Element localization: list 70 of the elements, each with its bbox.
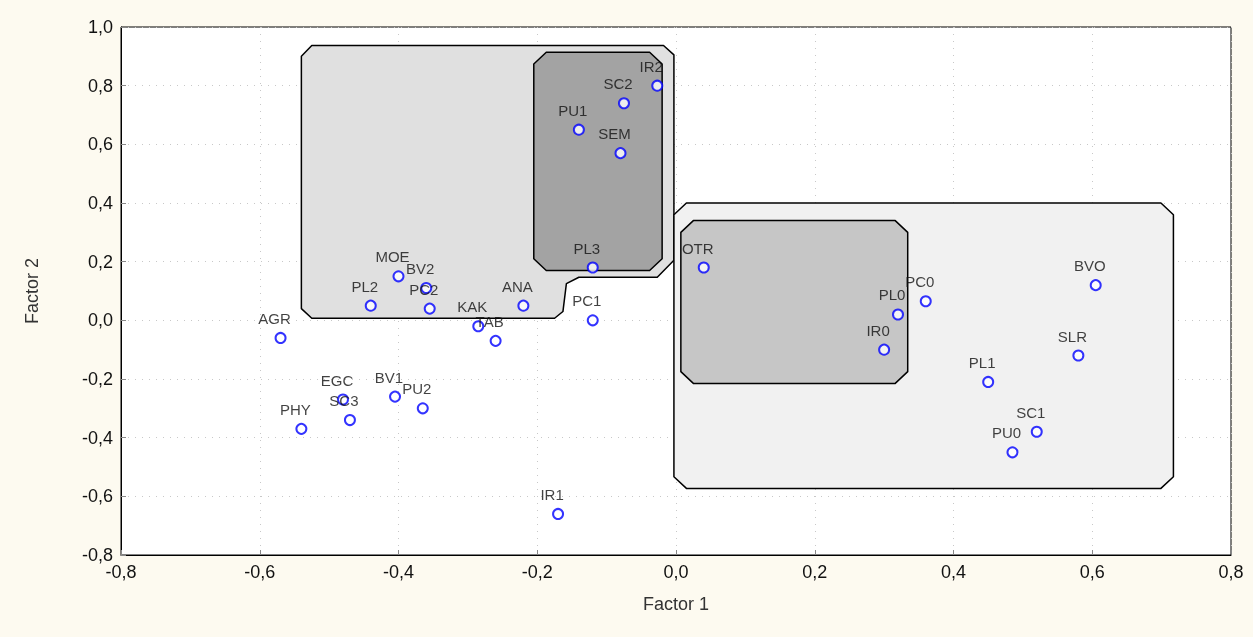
x-tick-label: 0,0: [663, 562, 689, 582]
y-tick-label: -0,6: [81, 486, 113, 507]
y-tick-label: 0,6: [87, 134, 113, 155]
x-tick-label: -0,2: [521, 562, 553, 582]
data-label: PHY: [279, 400, 311, 418]
point: [617, 97, 630, 110]
point: [364, 299, 377, 312]
data-label: SLR: [1057, 327, 1088, 345]
point: [389, 390, 402, 403]
data-label: PL2: [351, 277, 379, 295]
data-label: SC2: [603, 75, 633, 93]
data-label: BV1: [374, 368, 404, 386]
point: [892, 308, 904, 321]
point: [651, 79, 664, 92]
x-axis-title: Factor 1: [642, 594, 710, 614]
point: [416, 402, 429, 415]
point: [392, 270, 405, 283]
point: [295, 422, 308, 435]
point: [274, 331, 287, 344]
x-tick-label: 0,4: [940, 562, 967, 582]
y-tick-label: 0,4: [87, 193, 113, 213]
point: [552, 507, 565, 520]
data-label: IR1: [540, 485, 564, 503]
x-tick-label: -0,8: [105, 562, 137, 582]
point: [423, 302, 436, 315]
y-tick-label: 0,8: [87, 75, 113, 96]
data-label: PU0: [991, 424, 1022, 442]
point: [343, 414, 356, 427]
data-label: AGR: [258, 309, 291, 327]
data-label: EGC: [320, 371, 354, 389]
data-label: SC1: [1016, 403, 1046, 421]
x-tick-label: 0,8: [1218, 562, 1244, 582]
point: [586, 261, 599, 274]
y-tick-label: -0,4: [81, 427, 113, 448]
data-label: BVO: [1073, 257, 1106, 275]
point: [1030, 425, 1043, 438]
point: [697, 261, 710, 274]
x-tick-label: -0,4: [382, 562, 415, 582]
data-label: PL3: [573, 239, 601, 257]
point: [1006, 446, 1019, 459]
point: [1089, 279, 1102, 292]
data-label: PU2: [402, 380, 432, 398]
data-label: SEM: [598, 125, 631, 143]
y-tick-label: 1,0: [87, 17, 113, 37]
data-label: KAK: [457, 298, 488, 316]
data-label: PL0: [878, 286, 906, 304]
y-tick-label: 0,0: [87, 310, 113, 331]
point: [517, 299, 530, 312]
data-label: OTR: [681, 239, 714, 257]
point: [614, 147, 627, 160]
point: [572, 123, 585, 136]
data-label: PL1: [968, 353, 996, 371]
point: [982, 375, 995, 388]
point: [878, 343, 891, 356]
y-tick-label: 0,2: [87, 251, 113, 272]
data-label: BV2: [406, 260, 435, 278]
point: [489, 334, 502, 347]
y-tick-label: -0,2: [81, 369, 113, 389]
point: [586, 314, 599, 327]
point: [919, 295, 932, 308]
data-label: IR0: [866, 321, 890, 339]
data-label: PC1: [572, 292, 602, 310]
data-label: ANA: [501, 277, 533, 295]
x-tick-label: -0,6: [244, 562, 276, 582]
y-tick-label: -0,8: [81, 545, 113, 565]
x-tick-label: 0,6: [1079, 562, 1105, 582]
y-axis-title: Factor 2: [22, 257, 42, 325]
data-label: PU1: [558, 101, 588, 119]
point: [1072, 349, 1085, 362]
x-tick-label: 0,2: [802, 562, 828, 582]
